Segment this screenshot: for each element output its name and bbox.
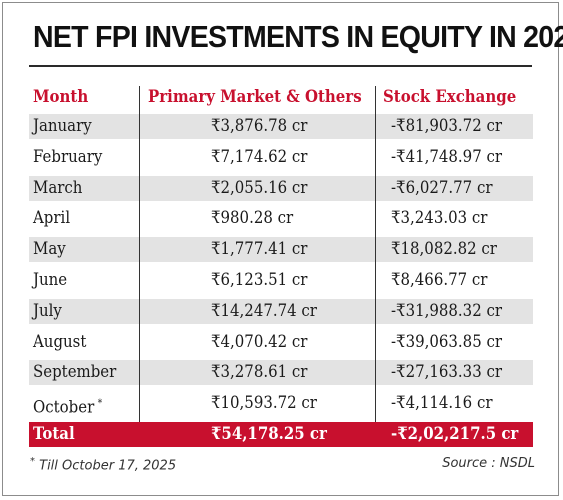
month-name: August xyxy=(33,332,87,352)
table-row: February ₹7,174.62 cr -₹41,748.97 cr xyxy=(29,145,533,170)
header-month: Month xyxy=(33,87,89,107)
month-cell: January xyxy=(33,114,92,139)
primary-market-cell: ₹3,278.61 cr xyxy=(211,362,308,382)
table-row: September ₹3,278.61 cr -₹27,163.33 cr xyxy=(29,360,533,385)
month-name: May xyxy=(33,239,66,259)
infographic-title: NET FPI INVESTMENTS IN EQUITY IN 2025 xyxy=(33,19,563,54)
total-row: Total ₹54,178.25 cr -₹2,02,217.5 cr xyxy=(29,422,533,447)
table-row: March ₹2,055.16 cr -₹6,027.77 cr xyxy=(29,176,533,201)
table-row: June ₹6,123.51 cr ₹8,466.77 cr xyxy=(29,268,533,293)
month-cell: June xyxy=(33,268,67,293)
table-row: May ₹1,777.41 cr ₹18,082.82 cr xyxy=(29,237,533,262)
month-cell: May xyxy=(33,237,66,262)
header-stock-exchange: Stock Exchange xyxy=(383,87,517,107)
month-cell: April xyxy=(33,206,70,231)
month-cell: March xyxy=(33,176,82,201)
stock-exchange-cell: -₹41,748.97 cr xyxy=(391,147,503,167)
table-row: August ₹4,070.42 cr -₹39,063.85 cr xyxy=(29,330,533,355)
primary-market-cell: ₹10,593.72 cr xyxy=(211,393,317,413)
month-footnote-mark: * xyxy=(97,398,103,409)
stock-exchange-cell: ₹3,243.03 cr xyxy=(391,208,488,228)
primary-market-cell: ₹7,174.62 cr xyxy=(211,147,308,167)
month-name: March xyxy=(33,178,83,198)
month-cell: August xyxy=(33,330,86,355)
table-row: October * ₹10,593.72 cr -₹4,114.16 cr xyxy=(29,391,533,418)
month-name: September xyxy=(33,362,117,382)
primary-market-cell: ₹4,070.42 cr xyxy=(211,332,308,352)
source-note: Source : NSDL xyxy=(442,456,535,471)
footnote: * Till October 17, 2025 xyxy=(30,456,176,473)
month-name: April xyxy=(33,208,71,228)
month-name: June xyxy=(33,270,68,290)
title-divider xyxy=(29,65,532,67)
month-cell: October * xyxy=(33,391,103,418)
month-name: January xyxy=(33,116,92,136)
month-name: October xyxy=(33,397,95,418)
month-name: July xyxy=(33,301,62,321)
stock-exchange-cell: -₹27,163.33 cr xyxy=(391,362,503,382)
header-primary-market: Primary Market & Others xyxy=(148,87,362,107)
primary-market-cell: ₹14,247.74 cr xyxy=(211,301,317,321)
footnote-text: Till October 17, 2025 xyxy=(35,458,177,474)
primary-market-cell: ₹3,876.78 cr xyxy=(211,116,308,136)
primary-market-cell: ₹6,123.51 cr xyxy=(211,270,308,290)
month-cell: February xyxy=(33,145,102,170)
month-cell: July xyxy=(33,299,62,324)
stock-exchange-cell: ₹8,466.77 cr xyxy=(391,270,488,290)
table-row: April ₹980.28 cr ₹3,243.03 cr xyxy=(29,206,533,231)
table-row: January ₹3,876.78 cr -₹81,903.72 cr xyxy=(29,114,533,139)
stock-exchange-cell: -₹39,063.85 cr xyxy=(391,332,503,352)
month-cell: September xyxy=(33,360,116,385)
primary-market-cell: ₹1,777.41 cr xyxy=(211,239,308,259)
total-primary: ₹54,178.25 cr xyxy=(211,424,327,444)
stock-exchange-cell: ₹18,082.82 cr xyxy=(391,239,497,259)
stock-exchange-cell: -₹31,988.32 cr xyxy=(391,301,503,321)
primary-market-cell: ₹980.28 cr xyxy=(211,208,294,228)
table-row: July ₹14,247.74 cr -₹31,988.32 cr xyxy=(29,299,533,324)
stock-exchange-cell: -₹81,903.72 cr xyxy=(391,116,503,136)
stock-exchange-cell: -₹6,027.77 cr xyxy=(391,178,493,198)
total-label: Total xyxy=(33,424,75,444)
primary-market-cell: ₹2,055.16 cr xyxy=(211,178,308,198)
total-stock: -₹2,02,217.5 cr xyxy=(391,424,519,444)
stock-exchange-cell: -₹4,114.16 cr xyxy=(391,393,493,413)
month-name: February xyxy=(33,147,103,167)
column-divider xyxy=(139,86,140,422)
column-divider xyxy=(375,86,376,422)
footnote-mark: * xyxy=(30,456,35,467)
